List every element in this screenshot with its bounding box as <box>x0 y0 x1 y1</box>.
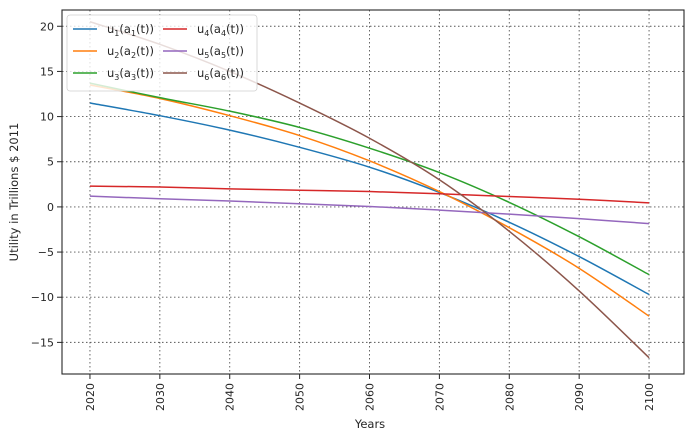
y-tick-label: −5 <box>38 246 54 259</box>
y-tick-label: −15 <box>31 336 54 349</box>
y-tick-label: 5 <box>47 156 54 169</box>
x-axis-ticks: 2020 2030 2040 2050 2060 2070 2080 2090 2100 <box>84 374 656 411</box>
x-tick-label: 2070 <box>433 383 446 411</box>
x-tick-label: 2080 <box>503 383 516 411</box>
x-tick-label: 2040 <box>224 383 237 411</box>
y-tick-label: 20 <box>40 20 54 33</box>
y-tick-label: 10 <box>40 111 54 124</box>
series-line-3 <box>89 82 650 276</box>
legend-label-6: u6(a6(t)) <box>197 66 244 82</box>
x-tick-label: 2100 <box>643 383 656 411</box>
series-line-1 <box>89 102 650 296</box>
plot-frame <box>61 9 685 375</box>
y-tick-label: −10 <box>31 291 54 304</box>
legend-box <box>66 14 258 92</box>
series-line-5 <box>89 195 650 225</box>
legend-label-4: u4(a4(t)) <box>197 22 244 38</box>
y-tick-label: 0 <box>47 201 54 214</box>
x-tick-label: 2030 <box>154 383 167 411</box>
legend-label-5: u5(a5(t)) <box>197 44 244 60</box>
series-lines <box>89 21 650 359</box>
y-axis-label: Utility in Trillions $ 2011 <box>7 123 21 262</box>
x-tick-label: 2020 <box>84 383 97 411</box>
y-tick-label: 15 <box>40 65 54 78</box>
y-axis-ticks: −15 −10 −5 0 5 10 15 20 <box>31 20 62 349</box>
legend: u1(a1(t)) u2(a2(t)) u3(a3(t)) u4(a4(t)) u5(a… <box>66 14 258 92</box>
legend-label-1: u1(a1(t)) <box>107 22 154 38</box>
x-axis-label: Years <box>354 417 385 431</box>
series-line-2 <box>89 84 650 317</box>
x-tick-label: 2060 <box>364 383 377 411</box>
series-line-4 <box>89 185 650 204</box>
legend-label-3: u3(a3(t)) <box>107 66 154 82</box>
x-tick-label: 2050 <box>294 383 307 411</box>
legend-label-2: u2(a2(t)) <box>107 44 154 60</box>
x-tick-label: 2090 <box>573 383 586 411</box>
